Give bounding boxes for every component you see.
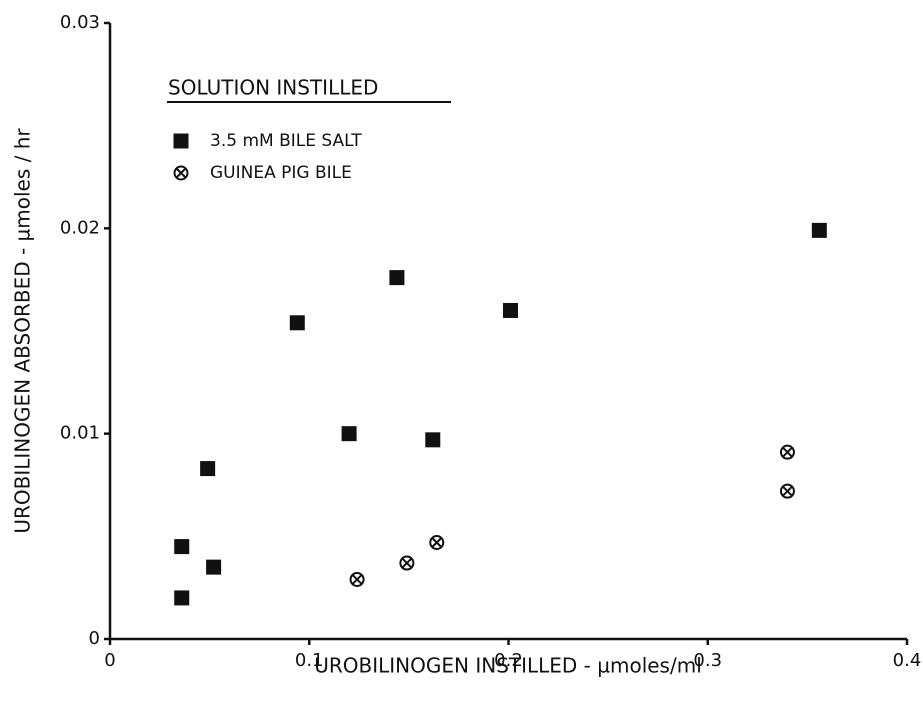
point bbox=[429, 534, 445, 550]
y-axis-label: UROBILINOGEN ABSORBED - µmoles / hr bbox=[11, 128, 35, 534]
y-tick-label: 0.03 bbox=[60, 12, 100, 33]
legend-label: 3.5 mM BILE SALT bbox=[210, 131, 362, 151]
point bbox=[289, 315, 305, 331]
x-tick-label: 0.1 bbox=[295, 650, 324, 671]
point bbox=[389, 270, 405, 286]
point bbox=[502, 302, 518, 318]
point bbox=[200, 461, 216, 477]
point bbox=[779, 444, 795, 460]
legend-label: GUINEA PIG BILE bbox=[210, 163, 352, 183]
point bbox=[399, 555, 415, 571]
legend-title: SOLUTION INSTILLED bbox=[168, 76, 378, 100]
marker-part bbox=[175, 167, 187, 179]
point bbox=[425, 432, 441, 448]
marker-part bbox=[782, 446, 793, 458]
y-tick-label: 0 bbox=[89, 628, 100, 649]
y-tick-label: 0.01 bbox=[60, 423, 100, 444]
point bbox=[174, 539, 190, 555]
legend-marker bbox=[173, 133, 189, 149]
point bbox=[811, 222, 827, 238]
marker-part bbox=[782, 485, 793, 497]
point bbox=[349, 571, 365, 587]
legend-marker bbox=[173, 165, 189, 181]
marker-part bbox=[401, 557, 413, 569]
point bbox=[206, 559, 222, 575]
point bbox=[341, 426, 357, 442]
x-tick-label: 0.3 bbox=[693, 650, 722, 671]
x-tick-label: 0.2 bbox=[494, 650, 523, 671]
x-axis-label: UROBILINOGEN INSTILLED - µmoles/ml bbox=[314, 654, 702, 678]
x-tick-label: 0 bbox=[104, 650, 115, 671]
point bbox=[174, 590, 190, 606]
y-tick-label: 0.02 bbox=[60, 217, 100, 238]
x-tick-label: 0.4 bbox=[893, 650, 922, 671]
marker-part bbox=[431, 537, 442, 548]
marker-part bbox=[351, 574, 363, 585]
point bbox=[779, 483, 795, 499]
